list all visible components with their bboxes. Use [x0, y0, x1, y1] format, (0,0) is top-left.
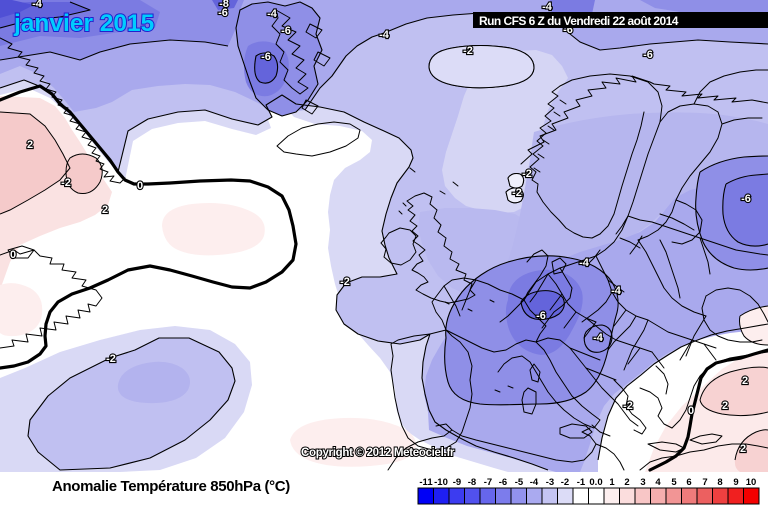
svg-text:janvier 2015: janvier 2015 — [13, 10, 154, 37]
svg-text:-4: -4 — [542, 1, 553, 13]
svg-text:-2: -2 — [512, 187, 522, 199]
svg-text:2: 2 — [102, 204, 108, 216]
svg-text:-3: -3 — [546, 477, 554, 488]
svg-text:-6: -6 — [499, 477, 507, 488]
svg-text:-8: -8 — [468, 477, 476, 488]
svg-text:9: 9 — [733, 477, 738, 488]
svg-text:6: 6 — [686, 477, 691, 488]
svg-text:-5: -5 — [515, 477, 524, 488]
svg-text:-2: -2 — [522, 168, 532, 180]
svg-text:5: 5 — [671, 477, 677, 488]
svg-text:2: 2 — [722, 400, 728, 412]
svg-text:-10: -10 — [434, 477, 448, 488]
svg-text:-4: -4 — [379, 29, 390, 41]
svg-text:-6: -6 — [218, 7, 228, 19]
svg-text:-4: -4 — [611, 285, 622, 297]
svg-text:1: 1 — [609, 477, 615, 488]
svg-text:-4: -4 — [530, 477, 539, 488]
svg-text:2: 2 — [740, 443, 746, 455]
svg-text:3: 3 — [640, 477, 645, 488]
svg-text:-4: -4 — [593, 332, 604, 344]
svg-text:-4: -4 — [32, 0, 43, 10]
svg-text:2: 2 — [742, 375, 748, 387]
svg-text:Run CFS 6 Z du Vendredi 22 aoû: Run CFS 6 Z du Vendredi 22 août 2014 — [479, 14, 679, 28]
svg-text:-7: -7 — [484, 477, 492, 488]
svg-text:-2: -2 — [106, 353, 116, 365]
svg-text:Anomalie Température 850hPa (°: Anomalie Température 850hPa (°C) — [52, 478, 290, 495]
svg-text:-2: -2 — [463, 45, 473, 57]
svg-text:-6: -6 — [281, 25, 291, 37]
svg-text:4: 4 — [655, 477, 661, 488]
svg-text:-8: -8 — [219, 0, 229, 10]
svg-text:0: 0 — [10, 249, 16, 261]
svg-text:7: 7 — [702, 477, 707, 488]
svg-text:Copyright © 2012 Meteociel.fr: Copyright © 2012 Meteociel.fr — [301, 447, 455, 459]
svg-text:-4: -4 — [579, 257, 590, 269]
svg-text:-6: -6 — [741, 193, 751, 205]
svg-text:2: 2 — [27, 139, 33, 151]
svg-text:-6: -6 — [536, 310, 546, 322]
svg-text:8: 8 — [717, 477, 722, 488]
svg-text:-9: -9 — [453, 477, 461, 488]
svg-text:0: 0 — [137, 180, 143, 192]
svg-text:0.0: 0.0 — [589, 477, 602, 488]
svg-text:-6: -6 — [643, 49, 653, 61]
svg-text:-2: -2 — [340, 276, 350, 288]
svg-text:2: 2 — [624, 477, 629, 488]
svg-text:-2: -2 — [623, 400, 633, 412]
svg-text:-6: -6 — [261, 51, 271, 63]
svg-text:-6: -6 — [563, 24, 573, 36]
svg-text:-11: -11 — [419, 477, 433, 488]
svg-text:10: 10 — [746, 477, 757, 488]
svg-text:-2: -2 — [61, 177, 71, 189]
svg-text:-1: -1 — [577, 477, 586, 488]
svg-text:-4: -4 — [267, 8, 278, 20]
svg-text:-2: -2 — [561, 477, 569, 488]
svg-text:0: 0 — [688, 405, 694, 417]
